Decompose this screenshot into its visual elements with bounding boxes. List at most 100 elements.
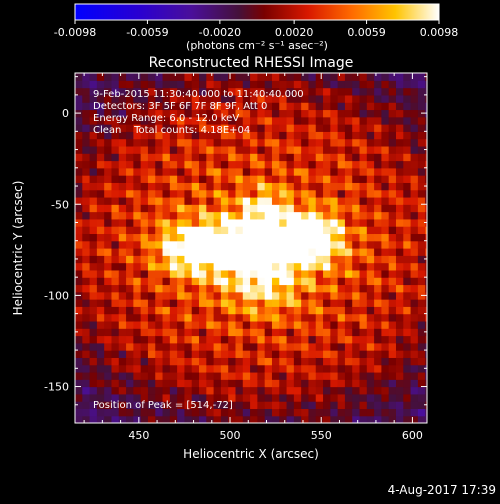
heatmap-cell (271, 371, 280, 380)
heatmap-cell (206, 73, 215, 81)
heatmap-cell (425, 386, 427, 395)
heatmap-cell (96, 226, 105, 235)
heatmap-cell (213, 87, 222, 96)
heatmap-cell (184, 415, 193, 423)
heatmap-cell (323, 211, 331, 220)
heatmap-cell (410, 386, 419, 395)
heatmap-cell (220, 124, 229, 132)
heatmap-cell (104, 102, 113, 111)
heatmap-cell (89, 196, 98, 205)
heatmap-cell (257, 291, 266, 300)
heatmap-cell (417, 196, 426, 205)
heatmap-cell (213, 248, 222, 256)
heatmap-cell (323, 116, 331, 125)
heatmap-cell (228, 306, 237, 315)
heatmap-cell (111, 182, 120, 191)
heatmap-cell (199, 116, 207, 125)
heatmap-cell (191, 94, 200, 103)
heatmap-cell (133, 269, 142, 278)
heatmap-cell (242, 306, 251, 315)
heatmap-cell (177, 175, 186, 183)
heatmap-cell (228, 408, 237, 417)
heatmap-cell (403, 255, 412, 264)
heatmap-cell (140, 240, 149, 249)
heatmap-cell (133, 320, 142, 329)
heatmap-cell (242, 386, 251, 395)
heatmap-cell (206, 196, 215, 205)
heatmap-cell (410, 371, 419, 380)
heatmap-cell (191, 386, 200, 395)
heatmap-cell (104, 73, 113, 81)
heatmap-cell (228, 131, 237, 140)
heatmap-cell (169, 320, 178, 329)
heatmap-cell (366, 306, 375, 315)
heatmap-cell (417, 328, 426, 337)
heatmap-cell (286, 109, 295, 118)
heatmap-cell (366, 80, 375, 89)
heatmap-cell (199, 218, 207, 227)
heatmap-cell (403, 240, 412, 249)
heatmap-cell (140, 320, 149, 329)
heatmap-cell (403, 211, 412, 220)
heatmap-cell (344, 87, 353, 96)
heatmap-cell (279, 189, 288, 198)
heatmap-cell (155, 357, 164, 366)
heatmap-cell (395, 393, 404, 402)
heatmap-cell (111, 189, 120, 198)
heatmap-cell (199, 94, 207, 103)
heatmap-cell (344, 189, 353, 198)
heatmap-cell (82, 262, 91, 271)
heatmap-cell (228, 350, 237, 358)
heatmap-cell (213, 277, 222, 286)
heatmap-cell (337, 320, 346, 329)
heatmap-cell (403, 145, 412, 154)
heatmap-cell (425, 277, 427, 286)
heatmap-cell (169, 357, 178, 366)
heatmap-cell (330, 116, 339, 125)
heatmap-cell (425, 94, 427, 103)
heatmap-cell (352, 153, 361, 162)
heatmap-cell (388, 218, 397, 227)
heatmap-cell (104, 138, 113, 147)
heatmap-cell (89, 350, 98, 358)
heatmap-cell (388, 116, 397, 125)
heatmap-cell (403, 277, 412, 286)
heatmap-cell (184, 306, 193, 315)
heatmap-cell (352, 408, 361, 417)
heatmap-cell (133, 80, 142, 89)
heatmap-cell (220, 393, 229, 402)
heatmap-cell (388, 408, 397, 417)
heatmap-cell (213, 73, 222, 81)
heatmap-cell (169, 408, 178, 417)
heatmap-cell (388, 313, 397, 322)
heatmap-cell (388, 196, 397, 205)
heatmap-cell (162, 138, 171, 147)
heatmap-cell (177, 218, 186, 227)
heatmap-cell (395, 408, 404, 417)
heatmap-cell (279, 73, 288, 81)
heatmap-cell (395, 401, 404, 410)
heatmap-cell (271, 277, 280, 286)
heatmap-cell (235, 109, 244, 118)
heatmap-cell (279, 328, 288, 337)
heatmap-cell (104, 109, 113, 118)
heatmap-cell (228, 328, 237, 337)
heatmap-cell (191, 401, 200, 410)
heatmap-cell (191, 306, 200, 315)
heatmap-cell (271, 233, 280, 242)
heatmap-cell (293, 291, 302, 300)
heatmap-cell (118, 328, 127, 337)
heatmap-cell (220, 371, 229, 380)
heatmap-cell (177, 313, 186, 322)
heatmap-cell (359, 342, 368, 351)
heatmap-cell (359, 196, 368, 205)
heatmap-cell (308, 371, 317, 380)
heatmap-cell (140, 218, 149, 227)
heatmap-cell (213, 167, 222, 176)
heatmap-cell (75, 87, 83, 96)
heatmap-cell (359, 248, 368, 256)
heatmap-cell (147, 218, 156, 227)
heatmap-cell (169, 175, 178, 183)
heatmap-cell (344, 335, 353, 344)
heatmap-cell (301, 204, 310, 213)
